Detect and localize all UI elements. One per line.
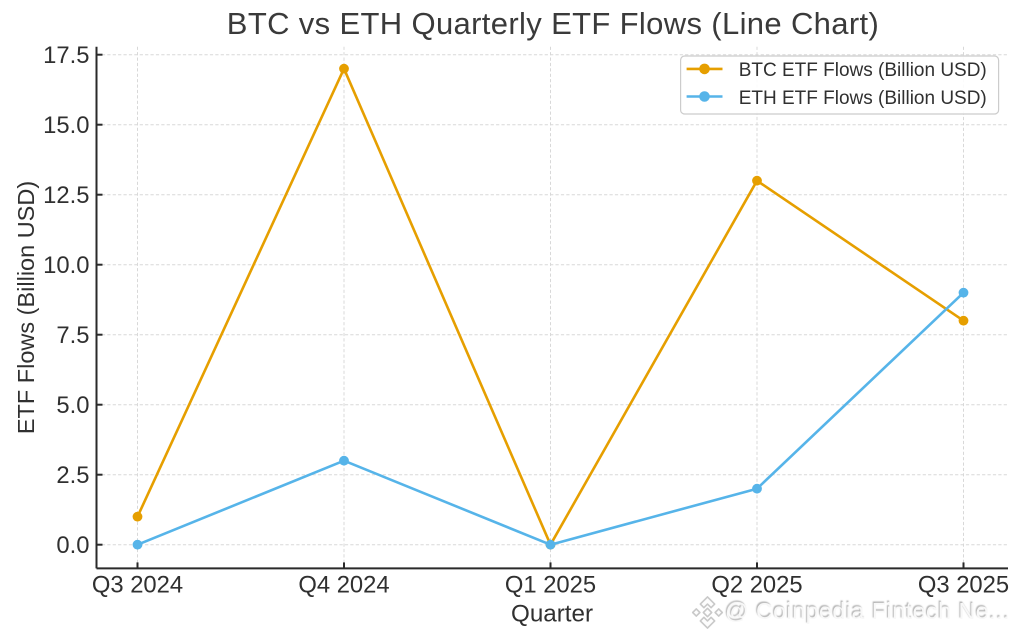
svg-text:17.5: 17.5 <box>43 42 89 69</box>
svg-text:BTC ETF Flows (Billion USD): BTC ETF Flows (Billion USD) <box>739 60 987 81</box>
svg-text:15.0: 15.0 <box>43 112 89 139</box>
svg-text:ETH ETF Flows (Billion USD): ETH ETF Flows (Billion USD) <box>739 88 987 109</box>
svg-text:Q4 2024: Q4 2024 <box>298 572 389 599</box>
svg-text:Q1 2025: Q1 2025 <box>505 572 596 599</box>
svg-text:7.5: 7.5 <box>56 322 89 349</box>
svg-text:BTC vs ETH Quarterly ETF Flows: BTC vs ETH Quarterly ETF Flows (Line Cha… <box>227 6 879 41</box>
svg-text:10.0: 10.0 <box>43 252 89 279</box>
svg-text:5.0: 5.0 <box>56 392 89 419</box>
svg-text:Q3 2025: Q3 2025 <box>918 572 1009 599</box>
svg-text:ETF Flows (Billion USD): ETF Flows (Billion USD) <box>13 181 39 434</box>
svg-text:Quarter: Quarter <box>511 601 593 628</box>
svg-text:12.5: 12.5 <box>43 182 89 209</box>
svg-text:2.5: 2.5 <box>56 462 89 489</box>
svg-text:Q2 2025: Q2 2025 <box>711 572 802 599</box>
svg-text:Q3 2024: Q3 2024 <box>92 572 183 599</box>
svg-text:0.0: 0.0 <box>56 532 89 559</box>
